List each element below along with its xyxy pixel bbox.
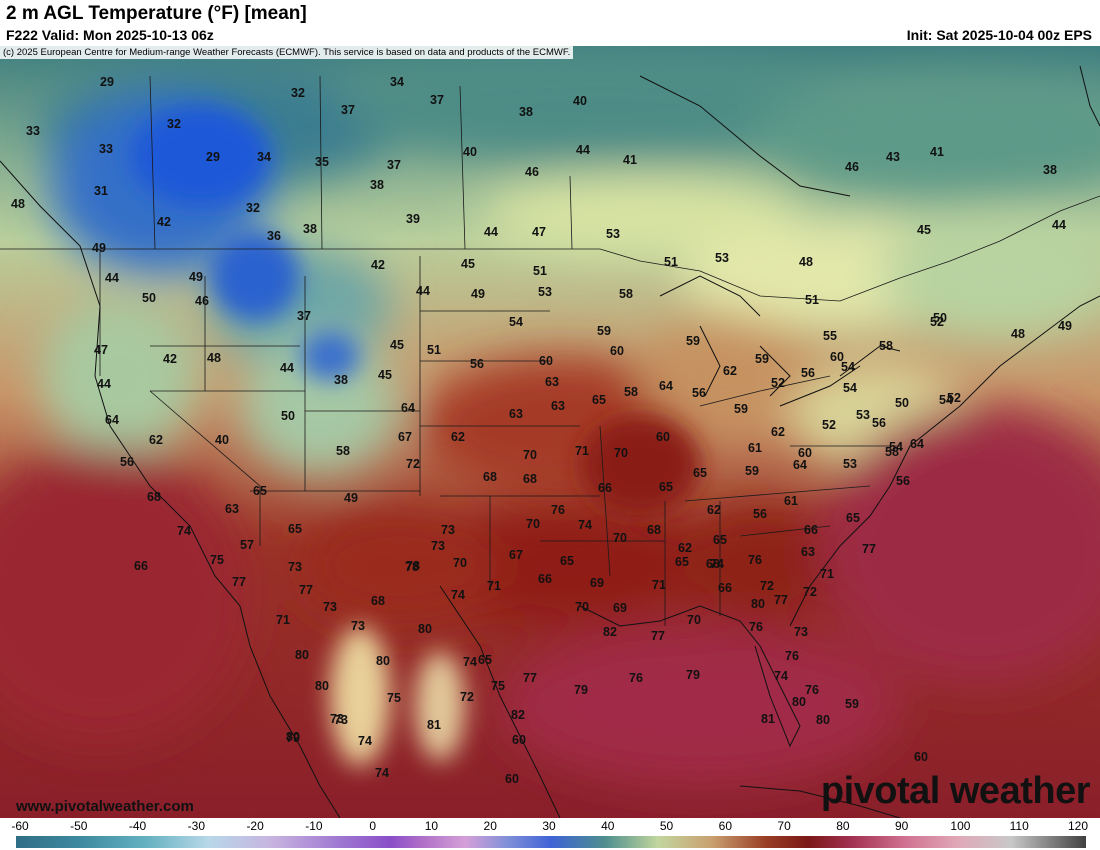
colorbar-ticks: -60 -50 -40 -30 -20 -10 0 10 20 30 40 50 60 70 80 90 100… [0, 819, 1100, 835]
colorbar-strip [16, 836, 1086, 848]
colorbar: -60 -50 -40 -30 -20 -10 0 10 20 30 40 50 60 70 80 90 100… [0, 818, 1100, 850]
colorbar-tick-label: 30 [542, 819, 556, 833]
colorbar-tick-label: 110 [1009, 819, 1029, 833]
colorbar-tick-label: -50 [70, 819, 88, 833]
colorbar-tick-label: -30 [187, 819, 205, 833]
colorbar-tick-label: 10 [424, 819, 439, 833]
colorbar-tick-label: -20 [246, 819, 264, 833]
colorbar-tick-label: -40 [128, 819, 147, 833]
header: 2 m AGL Temperature (°F) [mean] F222 Val… [0, 0, 1100, 46]
colorbar-tick-label: 50 [659, 819, 674, 833]
colorbar-tick-label: 20 [483, 819, 497, 833]
colorbar-tick-label: 80 [836, 819, 850, 833]
colorbar-tick-label: 70 [777, 819, 791, 833]
colorbar-tick-label: 90 [894, 819, 909, 833]
colorbar-tick-label: 120 [1067, 819, 1089, 833]
temperature-map[interactable] [0, 46, 1100, 818]
copyright-notice: (c) 2025 European Centre for Medium-rang… [0, 46, 574, 59]
map-canvas [0, 46, 1100, 818]
init-time: Init: Sat 2025-10-04 00z EPS [906, 27, 1092, 43]
valid-time: F222 Valid: Mon 2025-10-13 06z [6, 27, 214, 43]
website-link[interactable]: www.pivotalweather.com [16, 798, 194, 815]
colorbar-tick-label: 100 [950, 819, 971, 833]
colorbar-tick-label: -60 [11, 819, 29, 833]
map-title: 2 m AGL Temperature (°F) [mean] [6, 3, 307, 24]
colorbar-tick-label: 60 [718, 819, 733, 833]
pivotal-weather-logo: pivotal weather [820, 770, 1091, 812]
colorbar-tick-label: 0 [369, 819, 376, 833]
colorbar-tick-label: -10 [305, 819, 323, 833]
colorbar-tick-label: 40 [601, 819, 615, 833]
